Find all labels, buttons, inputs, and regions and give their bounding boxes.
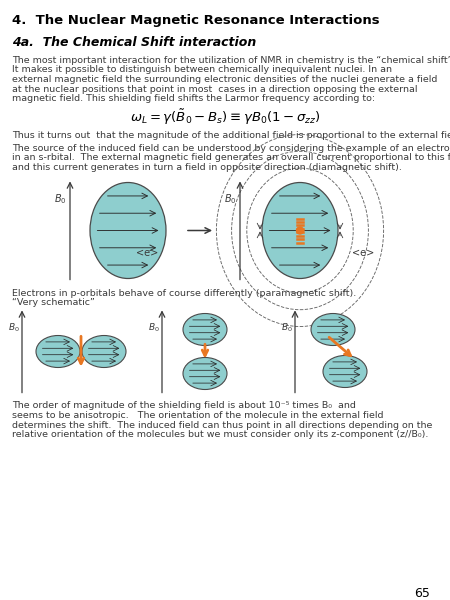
- Text: in an s-rbital.  The external magnetic field generates an overall current propor: in an s-rbital. The external magnetic fi…: [12, 154, 450, 163]
- Text: relative orientation of the molecules but we must consider only its z-component : relative orientation of the molecules bu…: [12, 430, 428, 439]
- Ellipse shape: [262, 182, 338, 278]
- Text: The order of magnitude of the shielding field is about 10⁻⁵ times B₀  and: The order of magnitude of the shielding …: [12, 401, 356, 410]
- Text: $B_0$: $B_0$: [54, 193, 67, 206]
- Text: $B_0$: $B_0$: [8, 322, 20, 334]
- Text: magnetic field. This shielding field shifts the Larmor frequency according to:: magnetic field. This shielding field shi…: [12, 94, 375, 103]
- Text: <e>: <e>: [352, 248, 374, 259]
- Text: seems to be anisotropic.   The orientation of the molecule in the external field: seems to be anisotropic. The orientation…: [12, 411, 383, 420]
- Text: $\omega_L = \gamma(\tilde{B}_0 - B_s) \equiv \gamma B_0(1-\sigma_{zz})$: $\omega_L = \gamma(\tilde{B}_0 - B_s) \e…: [130, 108, 320, 127]
- Text: “Very schematic”: “Very schematic”: [12, 298, 95, 307]
- Text: Thus it turns out  that the magnitude of the additional field is proportional to: Thus it turns out that the magnitude of …: [12, 131, 450, 140]
- Ellipse shape: [323, 355, 367, 388]
- Circle shape: [297, 227, 303, 234]
- Text: Electrons in p-orbitals behave of course differently (paramagnetic shift).: Electrons in p-orbitals behave of course…: [12, 289, 356, 298]
- Ellipse shape: [183, 313, 227, 346]
- Text: It makes it possible to distinguish between chemically inequivalent nuclei. In a: It makes it possible to distinguish betw…: [12, 65, 392, 74]
- Ellipse shape: [36, 335, 80, 367]
- Text: at the nuclear positions that point in most  cases in a direction opposing the e: at the nuclear positions that point in m…: [12, 85, 418, 94]
- Text: $B_0$: $B_0$: [148, 322, 160, 334]
- Ellipse shape: [311, 313, 355, 346]
- Text: $B_0$: $B_0$: [225, 193, 237, 206]
- Text: determines the shift.  The induced field can thus point in all directions depend: determines the shift. The induced field …: [12, 421, 432, 430]
- Text: external magnetic field the surrounding electronic densities of the nuclei gener: external magnetic field the surrounding …: [12, 75, 437, 84]
- Text: 4.  The Nuclear Magnetic Resonance Interactions: 4. The Nuclear Magnetic Resonance Intera…: [12, 14, 380, 27]
- Text: <e>: <e>: [136, 248, 158, 259]
- Text: 65: 65: [414, 587, 430, 600]
- Text: The source of the induced field can be understood by considering the example of : The source of the induced field can be u…: [12, 144, 450, 153]
- Ellipse shape: [82, 335, 126, 367]
- Ellipse shape: [90, 182, 166, 278]
- Text: $B_0$: $B_0$: [281, 322, 293, 334]
- Text: and this current generates in turn a field in opposite direction (diamagnetic sh: and this current generates in turn a fie…: [12, 163, 402, 172]
- Text: 4a.  The Chemical Shift interaction: 4a. The Chemical Shift interaction: [12, 36, 256, 49]
- Text: The most important interaction for the utilization of NMR in chemistry is the “c: The most important interaction for the u…: [12, 56, 450, 65]
- Ellipse shape: [183, 358, 227, 389]
